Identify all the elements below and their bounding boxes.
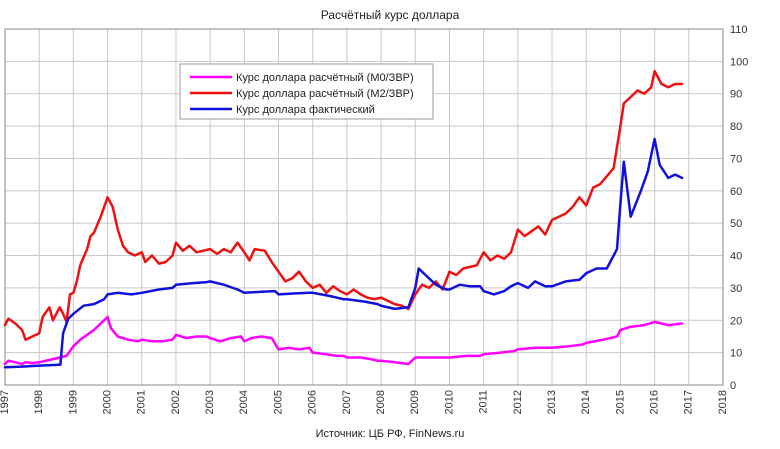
x-tick-label: 1999 bbox=[67, 390, 79, 414]
y-tick-label: 70 bbox=[730, 153, 742, 165]
x-tick-label: 2002 bbox=[170, 390, 182, 414]
x-tick-label: 2017 bbox=[683, 390, 695, 414]
y-tick-label: 40 bbox=[730, 251, 742, 263]
y-tick-label: 100 bbox=[730, 56, 748, 68]
plot-frame bbox=[4, 28, 724, 386]
y-tick-label: 110 bbox=[730, 24, 748, 36]
x-tick-label: 2000 bbox=[101, 390, 113, 414]
x-tick-label: 2018 bbox=[717, 390, 729, 414]
series-line-m2 bbox=[3, 69, 684, 341]
legend: Курс доллара расчётный (М0/ЗВР) Курс дол… bbox=[179, 63, 434, 120]
x-tick-label: 2003 bbox=[204, 390, 216, 414]
x-tick-label: 2013 bbox=[546, 390, 558, 414]
legend-label-m2: Курс доллара расчётный (М2/ЗВР) bbox=[236, 88, 414, 100]
x-tick-label: 2015 bbox=[614, 390, 626, 414]
x-tick-label: 2012 bbox=[512, 390, 524, 414]
y-tick-label: 20 bbox=[730, 315, 742, 327]
x-tick-label: 2004 bbox=[238, 390, 250, 414]
x-tick-label: 1997 bbox=[0, 390, 11, 414]
y-tick-label: 10 bbox=[730, 348, 742, 360]
legend-label-actual: Курс доллара фактический bbox=[236, 104, 375, 116]
y-tick-label: 60 bbox=[730, 186, 742, 198]
x-tick-label: 2010 bbox=[443, 390, 455, 414]
chart-title: Расчётный курс доллара bbox=[321, 8, 460, 22]
source-note: Источник: ЦБ РФ, FinNews.ru bbox=[316, 428, 465, 440]
series-layer bbox=[3, 69, 684, 369]
x-tick-label: 2001 bbox=[136, 390, 148, 414]
series-line-actual bbox=[3, 137, 684, 369]
x-tick-label: 2016 bbox=[649, 390, 661, 414]
x-tick-label: 2005 bbox=[272, 390, 284, 414]
series-line-m0 bbox=[3, 315, 684, 366]
x-tick-label: 2008 bbox=[375, 390, 387, 414]
y-tick-label: 0 bbox=[730, 380, 736, 392]
x-tick-label: 1998 bbox=[33, 390, 45, 414]
x-tick-label: 2009 bbox=[409, 390, 421, 414]
y-axis: 0 10 20 30 40 50 60 70 80 90 100 110 bbox=[730, 24, 748, 392]
x-tick-label: 2014 bbox=[580, 390, 592, 414]
x-tick-label: 2007 bbox=[341, 390, 353, 414]
y-tick-label: 90 bbox=[730, 89, 742, 101]
legend-label-m0: Курс доллара расчётный (М0/ЗВР) bbox=[236, 72, 414, 84]
x-tick-label: 2006 bbox=[307, 390, 319, 414]
x-axis: 1997 1998 1999 2000 2001 2002 2003 2004 2005 2006… bbox=[0, 390, 729, 414]
y-tick-label: 30 bbox=[730, 283, 742, 295]
y-tick-label: 80 bbox=[730, 121, 742, 133]
x-tick-label: 2011 bbox=[478, 390, 490, 414]
y-tick-label: 50 bbox=[730, 218, 742, 230]
